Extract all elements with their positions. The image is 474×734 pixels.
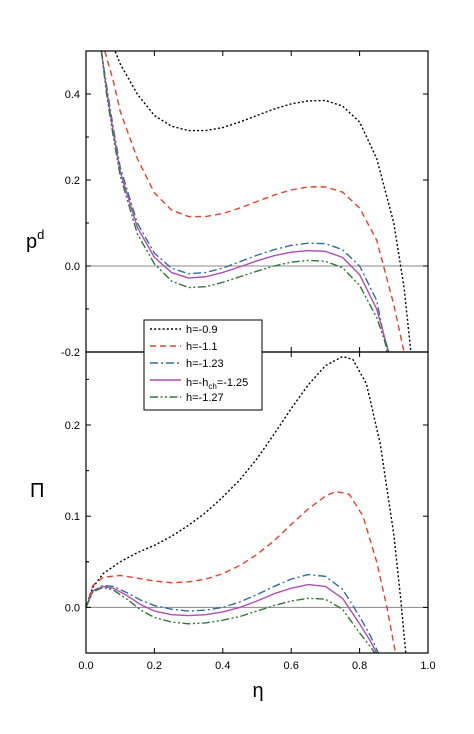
top-y-ticks: 0.0 0.2 0.4 xyxy=(65,51,429,352)
bottom-y-tick-label-3: 0.2 xyxy=(65,420,80,432)
bottom-y-axis-title: Π xyxy=(30,480,44,502)
bottom-panel: 0.0 0.1 0.2 0.0 0.2 0.4 0.6 0.8 1.0 Π η xyxy=(30,351,436,702)
top-series-line-2 xyxy=(104,51,405,352)
top-y-tick-label-2: 0.2 xyxy=(65,175,80,187)
x-tick-label-6: 1.0 xyxy=(420,660,435,672)
top-y-tick-label-1: 0.0 xyxy=(65,261,80,273)
bottom-series-line-1 xyxy=(86,355,407,653)
top-y-tick-label-3: 0.4 xyxy=(65,89,80,101)
legend-label-2: h=-1.1 xyxy=(186,341,218,353)
bottom-y-tick-label-2: 0.1 xyxy=(65,511,80,523)
bottom-series-line-3 xyxy=(86,573,380,653)
bottom-series-group xyxy=(86,355,407,653)
top-panel: 0.0 0.2 0.4 pd xyxy=(26,50,429,353)
bottom-series-line-2 xyxy=(86,490,397,653)
x-tick-label-2: 0.2 xyxy=(147,660,162,672)
bottom-y-tick-label-1: 0.0 xyxy=(65,602,80,614)
bottom-x-ticks: 0.0 0.2 0.4 0.6 0.8 1.0 xyxy=(78,352,436,672)
legend-label-1: h=-0.9 xyxy=(186,324,218,336)
legend-label-3: h=-1.23 xyxy=(186,358,224,370)
top-series-line-3 xyxy=(100,51,388,352)
x-tick-label-4: 0.6 xyxy=(284,660,299,672)
legend-label-5: h=-1.27 xyxy=(186,392,224,404)
legend-box xyxy=(143,319,263,411)
top-series-line-5 xyxy=(100,51,390,352)
top-y-axis-title: pd xyxy=(26,227,44,253)
x-tick-label-3: 0.4 xyxy=(215,660,230,672)
legend-label-4: h=-hch=-1.25 xyxy=(186,377,248,391)
legend: h=-0.9 h=-1.1 h=-1.23 h=-1.27 h=-hch=-1.25 xyxy=(143,319,263,411)
bottom-y-ticks: 0.0 0.1 0.2 xyxy=(65,378,428,614)
top-series-line-1 xyxy=(114,51,412,352)
x-tick-label-5: 0.8 xyxy=(352,660,367,672)
bottom-series-line-5 xyxy=(86,586,376,653)
x-axis-title: η xyxy=(252,680,263,702)
top-series-group xyxy=(100,51,412,352)
bottom-series-line-4 xyxy=(86,583,378,653)
top-series-line-4 xyxy=(100,51,390,352)
overlap-tick-label: -0.2 xyxy=(61,347,80,359)
x-tick-label-1: 0.0 xyxy=(78,660,93,672)
